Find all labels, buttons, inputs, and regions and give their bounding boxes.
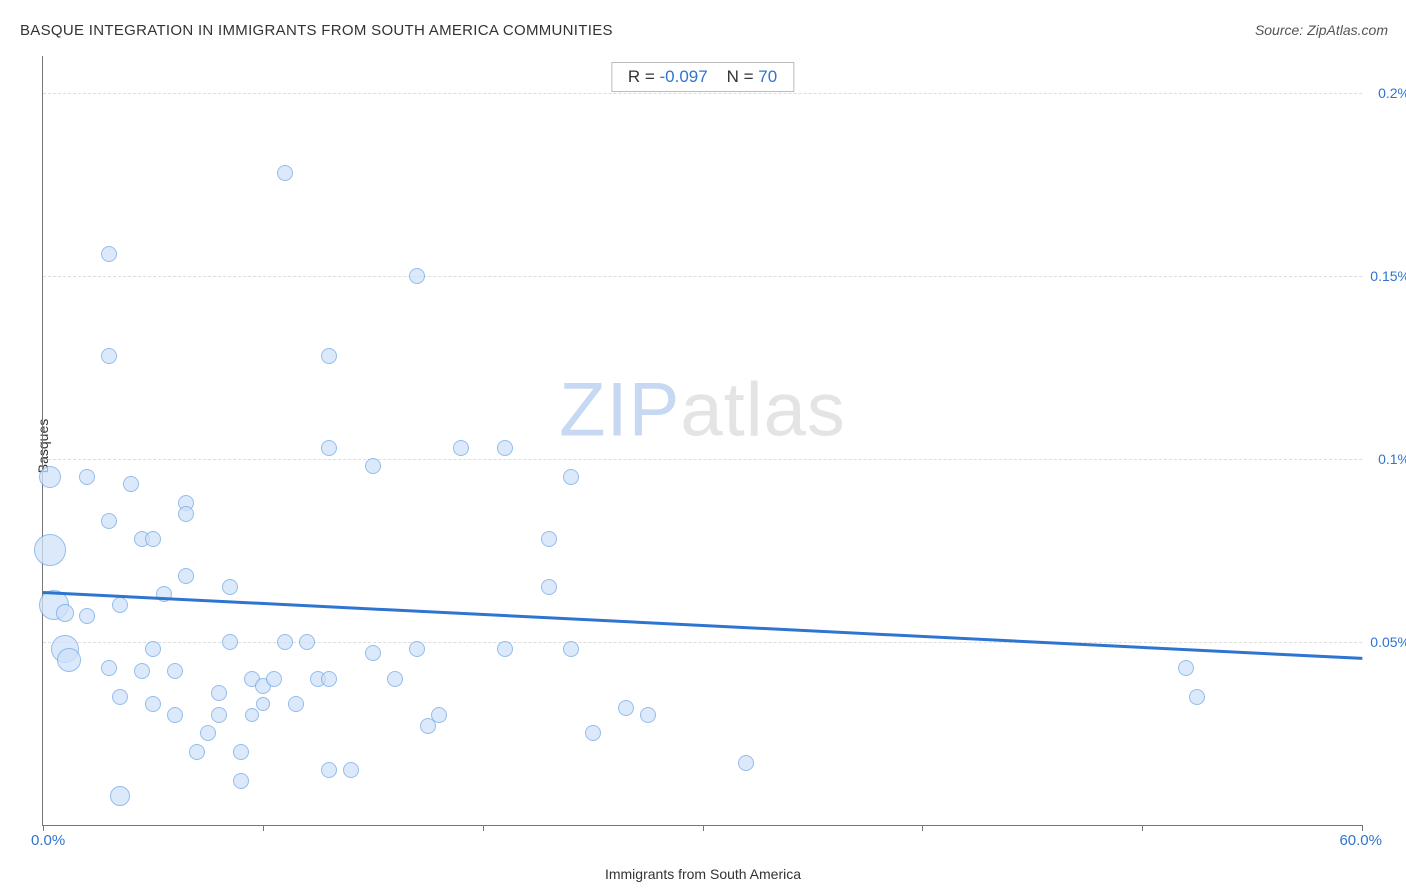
data-point [277, 165, 293, 181]
data-point [145, 641, 161, 657]
gridline [43, 93, 1362, 94]
data-point [245, 708, 259, 722]
data-point [112, 689, 128, 705]
data-point [1189, 689, 1205, 705]
data-point [541, 531, 557, 547]
data-point [211, 707, 227, 723]
x-max-label: 60.0% [1339, 832, 1382, 849]
data-point [178, 506, 194, 522]
x-tick [483, 825, 484, 831]
stats-box: R = -0.097 N = 70 [611, 62, 794, 92]
data-point [34, 534, 66, 566]
data-point [409, 268, 425, 284]
data-point [453, 440, 469, 456]
y-tick-label: 0.05% [1370, 634, 1406, 650]
watermark-atlas: atlas [680, 367, 846, 452]
x-tick [703, 825, 704, 831]
x-tick [922, 825, 923, 831]
data-point [1178, 660, 1194, 676]
data-point [618, 700, 634, 716]
data-point [112, 597, 128, 613]
data-point [640, 707, 656, 723]
x-tick [43, 825, 44, 831]
data-point [431, 707, 447, 723]
gridline [43, 276, 1362, 277]
data-point [79, 608, 95, 624]
data-point [343, 762, 359, 778]
data-point [200, 725, 216, 741]
data-point [39, 466, 61, 488]
data-point [101, 660, 117, 676]
data-point [563, 641, 579, 657]
data-point [178, 568, 194, 584]
n-label: N = [727, 67, 759, 86]
data-point [189, 744, 205, 760]
x-tick [263, 825, 264, 831]
data-point [299, 634, 315, 650]
data-point [79, 469, 95, 485]
data-point [321, 671, 337, 687]
data-point [497, 440, 513, 456]
x-tick [1362, 825, 1363, 831]
data-point [277, 634, 293, 650]
x-min-label: 0.0% [31, 832, 65, 849]
gridline [43, 459, 1362, 460]
data-point [57, 648, 81, 672]
trend-line [43, 591, 1362, 659]
data-point [167, 663, 183, 679]
source-credit: Source: ZipAtlas.com [1255, 22, 1388, 38]
data-point [110, 786, 130, 806]
data-point [123, 476, 139, 492]
r-value: -0.097 [659, 67, 707, 86]
gridline [43, 642, 1362, 643]
data-point [365, 645, 381, 661]
data-point [56, 604, 74, 622]
data-point [233, 744, 249, 760]
data-point [222, 634, 238, 650]
y-tick-label: 0.15% [1370, 268, 1406, 284]
data-point [167, 707, 183, 723]
data-point [222, 579, 238, 595]
scatter-plot-area: R = -0.097 N = 70 ZIPatlas 0.0% 60.0% 0.… [42, 56, 1362, 826]
n-value: 70 [758, 67, 777, 86]
data-point [365, 458, 381, 474]
x-tick [1142, 825, 1143, 831]
data-point [541, 579, 557, 595]
data-point [321, 440, 337, 456]
data-point [266, 671, 282, 687]
data-point [321, 348, 337, 364]
data-point [256, 697, 270, 711]
data-point [233, 773, 249, 789]
data-point [321, 762, 337, 778]
data-point [101, 513, 117, 529]
data-point [101, 246, 117, 262]
x-axis-label: Immigrants from South America [605, 866, 801, 882]
data-point [101, 348, 117, 364]
y-tick-label: 0.2% [1378, 85, 1406, 101]
chart-title: BASQUE INTEGRATION IN IMMIGRANTS FROM SO… [20, 22, 613, 39]
data-point [563, 469, 579, 485]
watermark: ZIPatlas [559, 366, 846, 453]
data-point [387, 671, 403, 687]
y-tick-label: 0.1% [1378, 451, 1406, 467]
data-point [585, 725, 601, 741]
data-point [134, 663, 150, 679]
data-point [738, 755, 754, 771]
watermark-zip: ZIP [559, 367, 680, 452]
data-point [145, 696, 161, 712]
data-point [211, 685, 227, 701]
data-point [156, 586, 172, 602]
data-point [288, 696, 304, 712]
data-point [145, 531, 161, 547]
data-point [409, 641, 425, 657]
data-point [497, 641, 513, 657]
r-label: R = [628, 67, 660, 86]
